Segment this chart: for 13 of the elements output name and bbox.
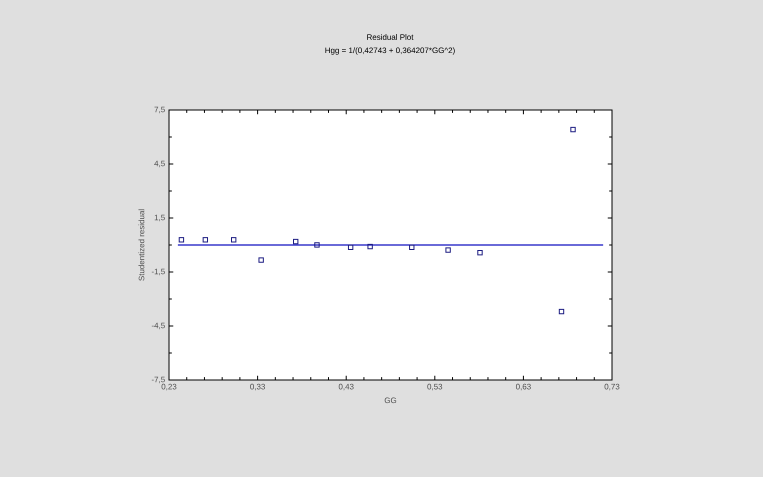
point: [445, 247, 451, 253]
point: [230, 237, 236, 242]
point: [558, 308, 564, 314]
point: [348, 244, 354, 250]
point: [178, 237, 184, 242]
point: [314, 242, 320, 248]
point: [477, 250, 483, 256]
point: [202, 237, 208, 242]
point: [570, 126, 576, 132]
point: [293, 238, 298, 244]
point: [258, 257, 264, 263]
point: [409, 244, 414, 250]
point: [367, 244, 373, 250]
